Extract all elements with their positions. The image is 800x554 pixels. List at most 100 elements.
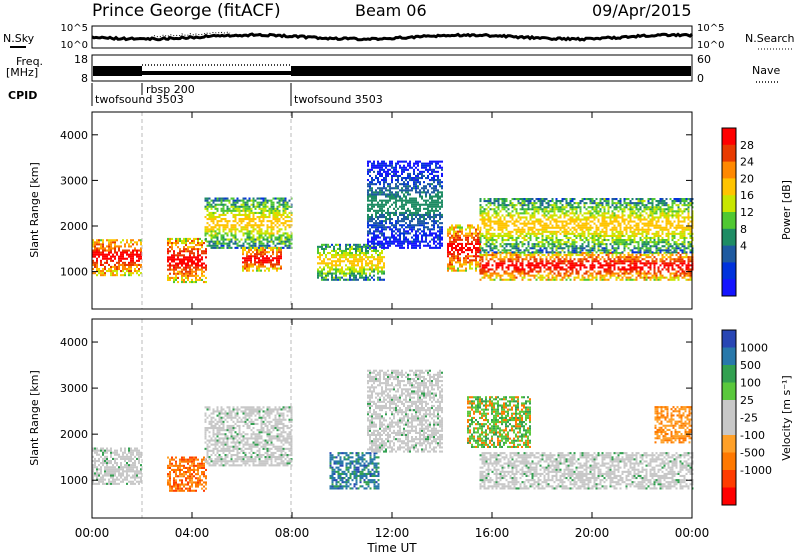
scatter-cell [689,260,692,263]
scatter-cell [485,230,488,233]
scatter-cell [449,244,451,247]
scatter-cell [177,264,179,267]
scatter-cell [264,216,267,219]
scatter-cell [349,266,351,269]
scatter-cell [405,201,407,204]
scatter-cell [403,220,405,223]
scatter-cell [391,218,393,221]
scatter-cell [559,241,562,244]
scatter-cell [447,249,449,252]
scatter-cell [116,272,118,275]
scatter-cell [286,240,289,243]
scatter-cell [375,234,377,237]
scatter-cell [208,224,211,227]
scatter-cell [645,256,648,259]
scatter-cell [280,253,282,256]
scatter-cell [551,264,554,267]
scatter-cell [379,199,381,202]
scatter-cell [284,197,287,200]
scatter-cell [493,270,496,273]
scatter-cell [471,234,473,237]
scatter-cell [567,247,570,250]
scatter-cell [515,256,518,259]
scatter-cell [439,216,441,219]
scatter-cell [431,172,433,175]
scatter-cell [467,236,469,239]
scatter-cell [541,276,544,279]
scatter-cell [333,272,335,275]
scatter-cell [411,201,413,204]
scatter-cell [260,236,263,239]
scatter-cell [481,260,484,263]
scatter-cell [379,242,381,245]
scatter-cell [337,260,339,263]
scatter-cell [208,213,211,216]
scatter-cell [345,278,347,281]
scatter-cell [349,276,351,279]
scatter-cell [327,252,329,255]
scatter-cell [268,259,270,262]
scatter-cell [216,209,219,212]
scatter-cell [361,260,363,263]
scatter-cell [433,232,435,235]
scatter-cell [543,254,546,257]
scatter-cell [611,272,614,275]
scatter-cell [266,242,269,245]
scatter-cell [435,160,437,163]
scatter-cell [455,234,457,237]
scatter-cell [535,260,538,263]
scatter-cell [393,170,395,173]
scatter-cell [553,268,556,271]
scatter-cell [128,270,130,273]
scatter-cell [429,185,431,188]
scatter-cell [246,251,248,254]
scatter-cell [645,264,648,267]
scatter-cell [439,191,441,194]
scatter-cell [262,209,265,212]
scatter-cell [282,222,285,225]
scatter-cell [619,254,622,257]
scatter-cell [136,265,138,268]
scatter-cell [557,258,560,261]
scatter-cell [647,276,650,279]
scatter-cell [569,218,572,221]
scatter-cell [529,247,532,250]
scatter-cell [319,274,321,277]
scatter-cell [134,270,136,273]
scatter-cell [533,247,536,250]
scatter-cell [539,245,542,248]
scatter-cell [501,224,504,227]
scatter-cell [607,268,610,271]
scatter-cell [501,230,504,233]
scatter-cell [181,250,183,253]
scatter-cell [122,268,124,271]
scatter-cell [631,260,634,263]
scatter-cell [539,276,542,279]
scatter-cell [515,247,518,250]
scatter-cell [369,256,371,259]
scatter-cell [183,242,185,245]
scatter-cell [195,258,197,261]
scatter-cell [371,164,373,167]
scatter-cell [357,270,359,273]
scatter-cell [465,255,467,258]
scatter-cell [451,226,453,229]
scatter-cell [222,224,225,227]
scatter-cell [407,168,409,171]
scatter-cell [497,204,500,207]
scatter-cell [377,272,379,275]
scatter-cell [607,256,610,259]
scatter-cell [248,263,250,266]
scatter-cell [565,256,568,259]
scatter-cell [487,268,490,271]
scatter-cell [459,253,461,256]
scatter-cell [623,274,626,277]
scatter-cell [383,220,385,223]
scatter-cell [517,272,520,275]
scatter-cell [655,278,658,281]
scatter-cell [413,164,415,167]
scatter-cell [260,232,263,235]
scatter-cell [541,243,544,246]
scatter-cell [262,216,265,219]
scatter-cell [467,247,469,250]
